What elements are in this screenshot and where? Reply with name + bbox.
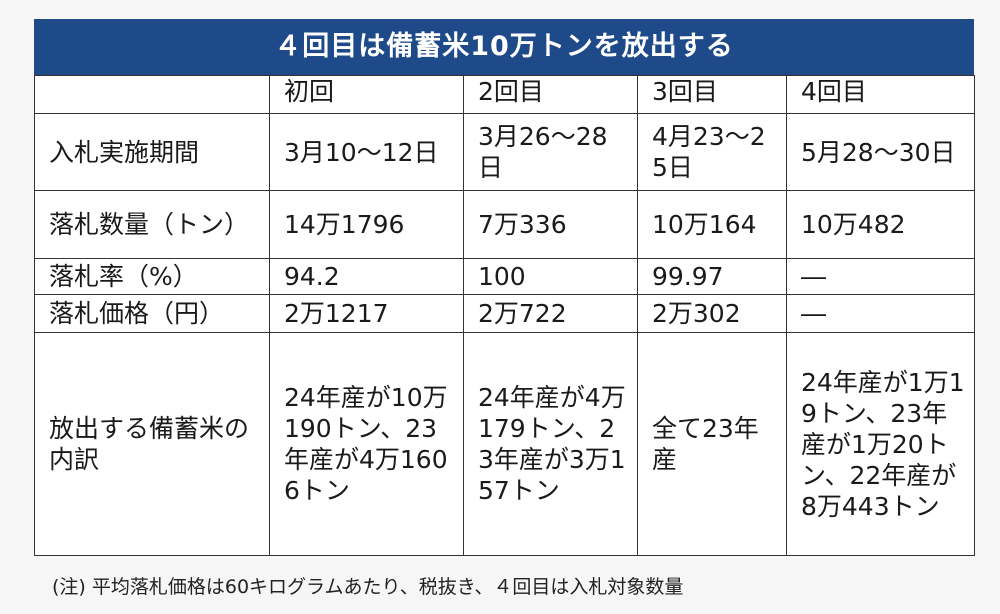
row-label: 落札数量（トン） bbox=[34, 190, 270, 259]
table-cell: 100 bbox=[463, 258, 638, 295]
header-cell-empty bbox=[34, 75, 270, 114]
header-row: 初回 2回目 3回目 4回目 bbox=[34, 75, 975, 114]
table-row-bid-period: 入札実施期間 3月10～12日 3月26～28日 4月23～25日 5月28～3… bbox=[34, 113, 975, 191]
row-label: 入札実施期間 bbox=[34, 113, 270, 191]
footnote: (注) 平均落札価格は60キログラムあたり、税抜き、４回目は入札対象数量 bbox=[52, 576, 684, 598]
table-cell: 2万302 bbox=[637, 294, 787, 333]
header-cell-round2: 2回目 bbox=[463, 75, 638, 114]
table-cell: 2万722 bbox=[463, 294, 638, 333]
table-cell: 24年産が1万19トン、23年産が1万20トン、22年産が8万443トン bbox=[786, 332, 975, 556]
row-label: 落札率（%） bbox=[34, 258, 270, 295]
table-cell: 10万164 bbox=[637, 190, 787, 259]
header-cell-round3: 3回目 bbox=[637, 75, 787, 114]
row-label: 放出する備蓄米の内訳 bbox=[34, 332, 270, 556]
rice-release-table: 初回 2回目 3回目 4回目 入札実施期間 3月10～12日 3月26～28日 … bbox=[34, 75, 975, 556]
table-cell: ― bbox=[786, 258, 975, 295]
table-cell: 4月23～25日 bbox=[637, 113, 787, 191]
table-cell: 24年産が4万179トン、23年産が3万157トン bbox=[463, 332, 638, 556]
table-cell: ― bbox=[786, 294, 975, 333]
table-row-winning-quantity: 落札数量（トン） 14万1796 7万336 10万164 10万482 bbox=[34, 190, 975, 259]
header-cell-round4: 4回目 bbox=[786, 75, 975, 114]
header-cell-round1: 初回 bbox=[269, 75, 464, 114]
table-cell: 全て23年産 bbox=[637, 332, 787, 556]
table-title: ４回目は備蓄米10万トンを放出する bbox=[34, 19, 974, 75]
table-cell: 7万336 bbox=[463, 190, 638, 259]
table-cell: 3月26～28日 bbox=[463, 113, 638, 191]
table-cell: 99.97 bbox=[637, 258, 787, 295]
table-cell: 94.2 bbox=[269, 258, 464, 295]
table-row-winning-price: 落札価格（円） 2万1217 2万722 2万302 ― bbox=[34, 294, 975, 333]
table-cell: 24年産が10万190トン、23年産が4万1606トン bbox=[269, 332, 464, 556]
table-cell: 3月10～12日 bbox=[269, 113, 464, 191]
table-container: ４回目は備蓄米10万トンを放出する 初回 2回目 3回目 4回目 入札実施期間 … bbox=[34, 19, 975, 556]
table-cell: 14万1796 bbox=[269, 190, 464, 259]
table-row-breakdown: 放出する備蓄米の内訳 24年産が10万190トン、23年産が4万1606トン 2… bbox=[34, 332, 975, 556]
table-row-winning-rate: 落札率（%） 94.2 100 99.97 ― bbox=[34, 258, 975, 295]
table-cell: 10万482 bbox=[786, 190, 975, 259]
row-label: 落札価格（円） bbox=[34, 294, 270, 333]
table-cell: 5月28～30日 bbox=[786, 113, 975, 191]
table-cell: 2万1217 bbox=[269, 294, 464, 333]
